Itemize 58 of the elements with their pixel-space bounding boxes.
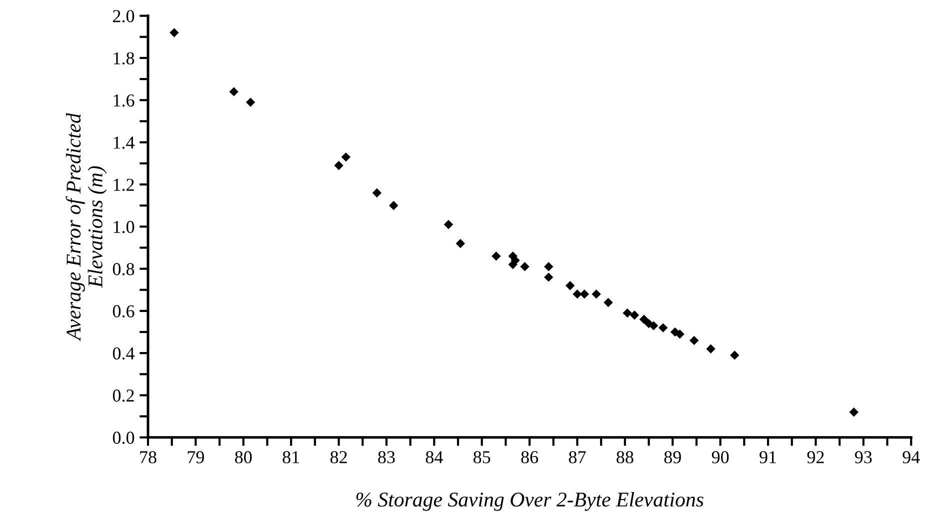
point [658, 323, 668, 332]
point [229, 87, 238, 96]
x-tick-label: 93 [854, 451, 872, 464]
x-tick-label: 86 [521, 451, 538, 464]
point [566, 281, 575, 290]
y-tick-label: 1.2 [114, 178, 134, 191]
point [456, 238, 466, 248]
y-tick-label: 1.6 [114, 94, 134, 107]
point [389, 200, 398, 210]
y-tick-label: 1.8 [114, 52, 134, 64]
point [246, 98, 256, 107]
point [572, 289, 582, 299]
point [630, 310, 640, 320]
x-tick-label: 79 [188, 451, 204, 464]
point [849, 408, 858, 417]
y-tick-label: 0.4 [112, 347, 135, 360]
point [639, 314, 649, 324]
point [492, 252, 501, 261]
x-axis-title: % Storage Saving Over 2-Byte Elevations [356, 492, 704, 511]
point [170, 28, 179, 38]
point [544, 262, 554, 272]
x-tick-label: 91 [760, 451, 776, 464]
point [730, 350, 740, 360]
x-tick-label: 85 [474, 451, 490, 464]
point [580, 289, 590, 299]
x-tick-label: 88 [616, 451, 634, 464]
y-tick-label: 0.0 [112, 432, 134, 444]
point [592, 289, 601, 299]
y-tick-label: 2.0 [113, 10, 134, 22]
x-tick-label: 78 [140, 451, 156, 464]
y-tick-label: 1.4 [114, 136, 135, 149]
point [334, 160, 344, 170]
point [675, 330, 684, 339]
x-tick-label: 83 [378, 451, 395, 464]
y-tick-label: 1.0 [114, 220, 134, 234]
y-tick-label: 0.8 [112, 263, 134, 276]
x-tick-label: 84 [426, 451, 443, 464]
point [341, 152, 351, 162]
point [520, 262, 530, 272]
point [604, 298, 613, 308]
point [706, 344, 716, 354]
x-tick-label: 80 [235, 451, 252, 464]
x-tick-label: 89 [664, 451, 681, 464]
x-tick-label: 87 [568, 451, 586, 464]
y-axis-title: Average Error of Predicted Elevations (m) [66, 113, 107, 342]
x-tick-label: 90 [712, 451, 729, 464]
point [544, 272, 554, 282]
point [690, 336, 699, 346]
x-tick-label: 92 [807, 451, 824, 464]
point [372, 188, 382, 198]
point [648, 321, 658, 330]
y-tick-label: 0.6 [112, 305, 134, 318]
x-tick-label: 81 [282, 451, 300, 464]
point [622, 308, 632, 318]
point [444, 220, 454, 230]
y-tick-label: 0.2 [112, 390, 134, 402]
x-tick-label: 94 [902, 451, 920, 464]
x-tick-label: 82 [330, 451, 347, 464]
